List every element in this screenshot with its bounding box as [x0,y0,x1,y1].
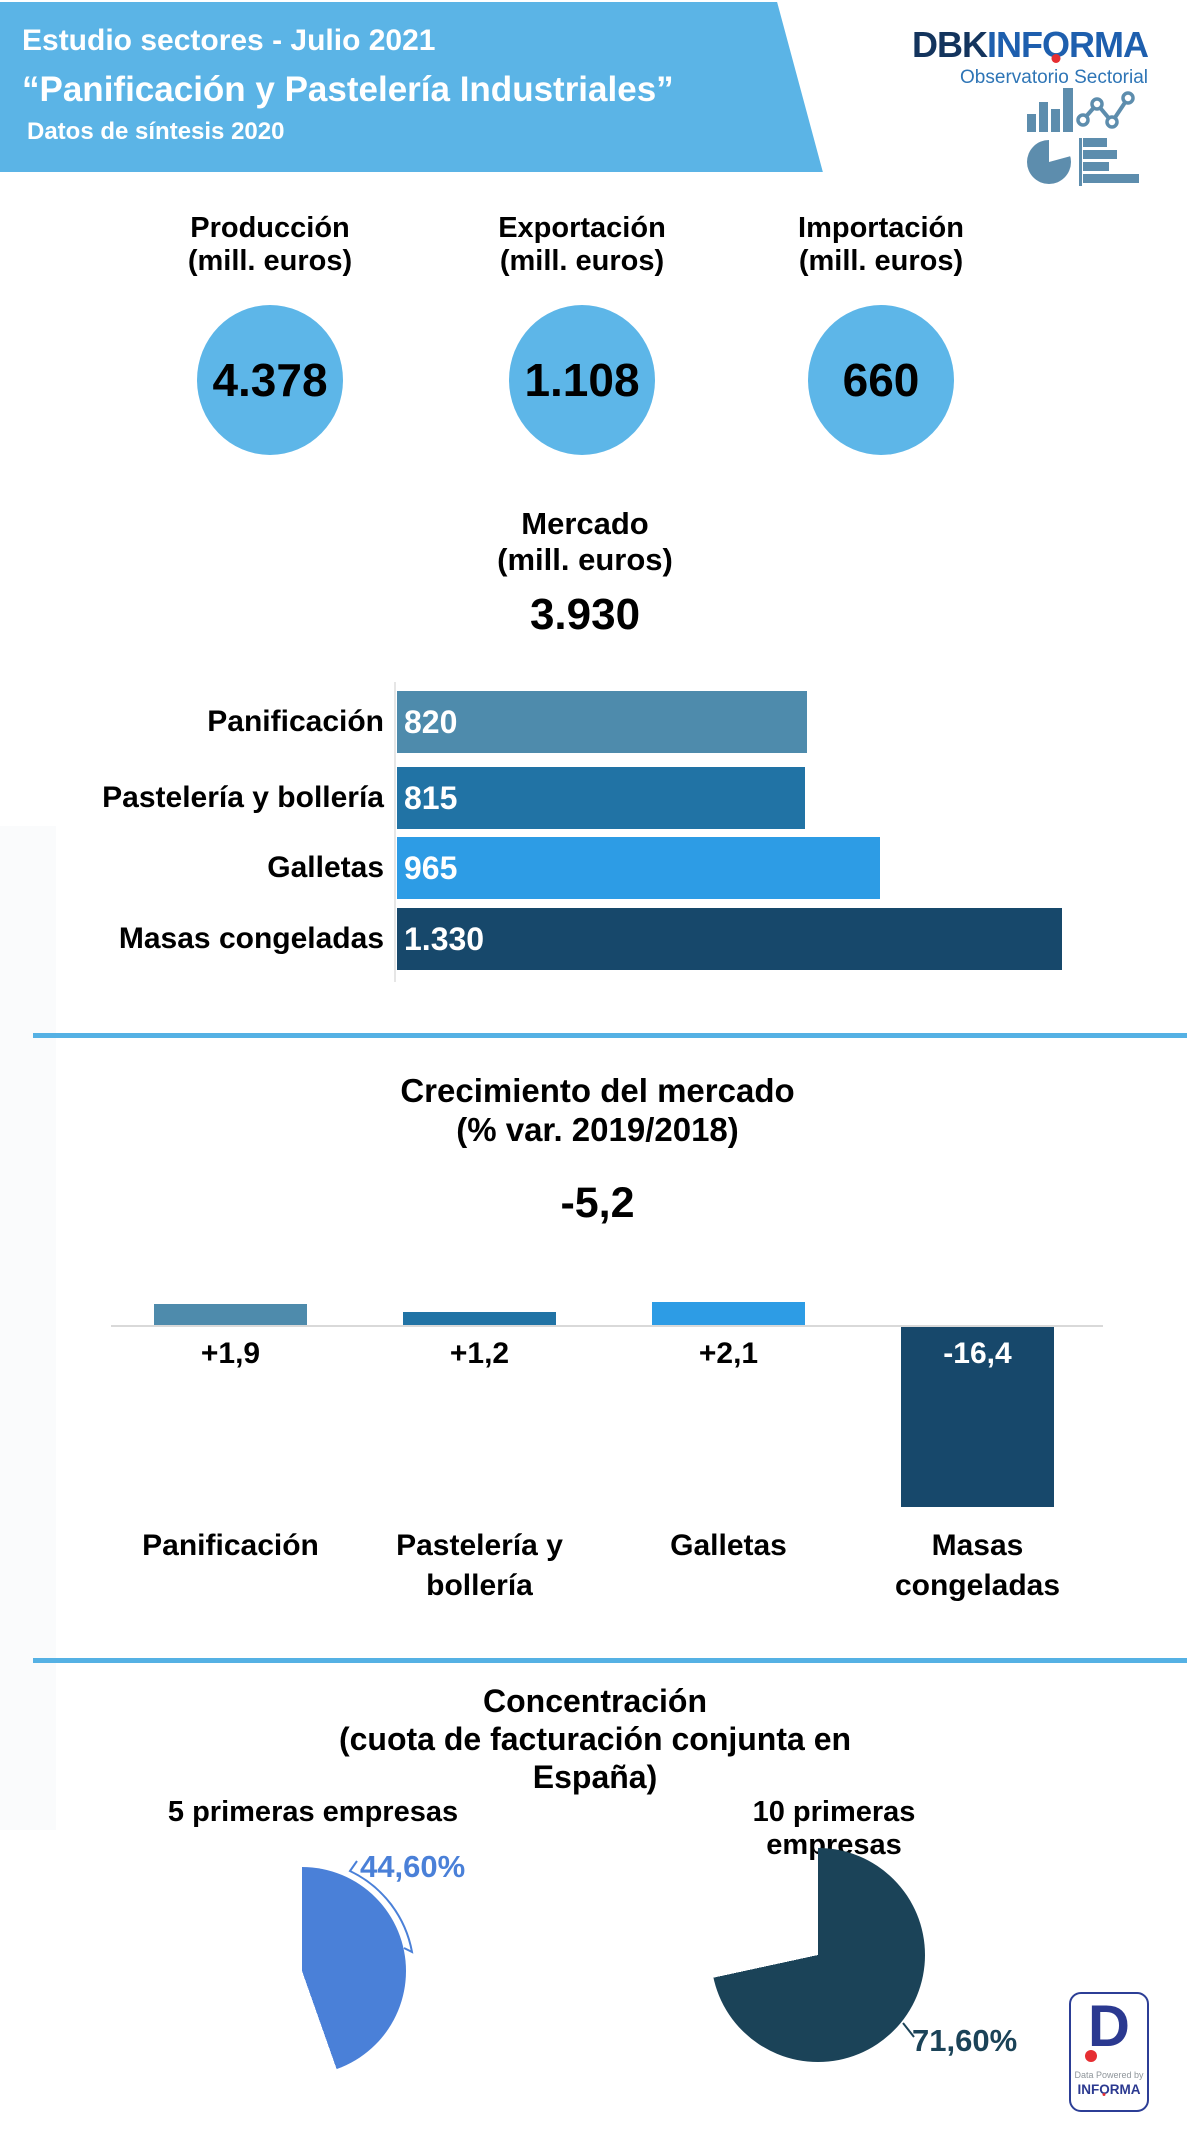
column-value-label: -16,4 [943,1337,1012,1370]
bar-chart-icon [1027,88,1073,132]
column-value-label: +1,2 [449,1337,510,1370]
concentration-title: Concentración (cuota de facturación conju… [338,1683,852,1795]
column-segment [652,1302,805,1325]
column-category-label: Masas congeladas [894,1529,1061,1602]
charts-illustration-icon [1027,88,1139,186]
brand-red-dot-icon [1051,54,1060,63]
pie-5-title: 5 primeras empresas [167,1796,459,1828]
study-subtitle: Datos de síntesis 2020 [27,118,285,145]
kpi-label: Importación (mill. euros) [798,212,964,277]
brand-tagline: Observatorio Sectorial [960,67,1148,88]
brand-wordmark: DBKINFO RMA [845,24,1149,66]
bar-value-label: 820 [404,704,458,740]
market-title: Mercado (mill. euros) [497,506,673,577]
kpi-produccion: Producción (mill. euros) 4.378 [120,212,420,455]
column-chart-baseline [111,1325,1103,1327]
pie-chart-icon [1027,139,1071,184]
kpi-value-circle: 660 [808,305,954,455]
bar-segment: 1.330 [397,908,1062,970]
kpi-label: Exportación (mill. euros) [498,212,666,277]
brand-informa: INFO RMA [987,24,1149,65]
study-edition: Estudio sectores - Julio 2021 [22,24,436,57]
badge-informa-red-dot-icon [1102,2093,1106,2096]
bar-segment: 815 [397,767,805,829]
column-segment [403,1311,556,1325]
column-segment [154,1304,307,1325]
growth-title: Crecimiento del mercado (% var. 2019/2018… [400,1072,795,1148]
pie-10-primeras [711,1848,925,2062]
bar-value-label: 815 [404,780,458,816]
growth-total-value: -5,2 [560,1179,635,1227]
bar-segment: 820 [397,691,807,753]
brand-logo: DBKINFO RMA Observatorio Sectorial [845,24,1149,89]
bar-category-label: Masas congeladas [118,922,384,955]
bar-value-label: 1.330 [404,921,485,957]
left-watermark-strip [0,826,56,1830]
column-value-label: +2,1 [698,1337,759,1370]
bar-value-label: 965 [404,850,458,886]
bar-category-label: Pastelería y bollería [102,781,384,814]
section-divider [33,1033,1187,1038]
bar-segment: 965 [397,837,880,899]
kpi-value-circle: 1.108 [509,305,655,455]
column-category-label: Pastelería y bollería [396,1529,563,1602]
kpi-exportacion: Exportación (mill. euros) 1.108 [432,212,732,455]
bar-category-label: Panificación [207,705,384,738]
kpi-value-circle: 4.378 [197,305,343,455]
hbar-axis-line [394,682,396,982]
pie-10-value: 71,60% [912,2023,1018,2058]
section-divider [33,1658,1187,1663]
column-category-label: Galletas [670,1529,787,1562]
kpi-label: Producción (mill. euros) [187,212,353,277]
bar-category-label: Galletas [267,851,384,884]
pie-5-primeras [198,1867,406,2075]
study-title: “Panificación y Pastelería Industriales” [22,70,674,109]
kpi-importacion: Importación (mill. euros) 660 [731,212,1031,455]
badge-red-dot-icon [1085,2050,1097,2062]
line-chart-icon [1076,91,1135,129]
badge-informa: INFO RMA [1077,2082,1141,2097]
column-category-label: Panificación [142,1529,319,1562]
badge-caption: Data Powered by [1074,2070,1144,2080]
pie-5-value: 44,60% [360,1849,466,1884]
badge-d-letter: D [1088,1994,1130,2059]
brand-dbk: DBK [912,24,988,65]
hbar-chart-icon [1079,138,1139,186]
header-banner: Estudio sectores - Julio 2021 “Panificac… [0,2,823,172]
data-powered-badge: D Data Powered by INFO RMA [1069,1992,1149,2112]
column-value-label: +1,9 [200,1337,261,1370]
column-segment [901,1327,1054,1507]
market-value: 3.930 [529,590,641,639]
